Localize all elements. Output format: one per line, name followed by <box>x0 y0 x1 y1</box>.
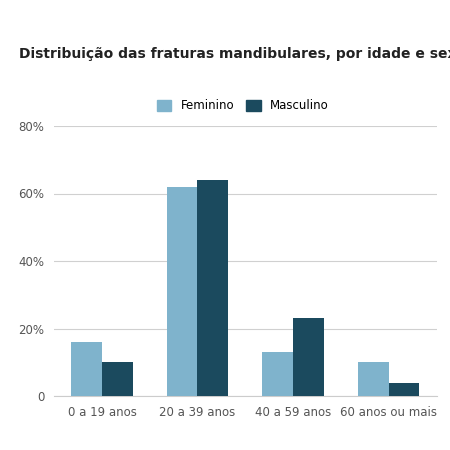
Bar <box>293 319 324 396</box>
Bar <box>102 362 133 396</box>
Bar <box>167 187 198 396</box>
Bar <box>358 362 388 396</box>
Bar <box>388 382 419 396</box>
Bar <box>262 352 293 396</box>
Text: Distribuição das fraturas mandibulares, por idade e sexo: Distribuição das fraturas mandibulares, … <box>19 47 450 61</box>
Legend: Feminino, Masculino: Feminino, Masculino <box>154 96 332 116</box>
Bar <box>72 342 102 396</box>
Bar <box>198 180 228 396</box>
